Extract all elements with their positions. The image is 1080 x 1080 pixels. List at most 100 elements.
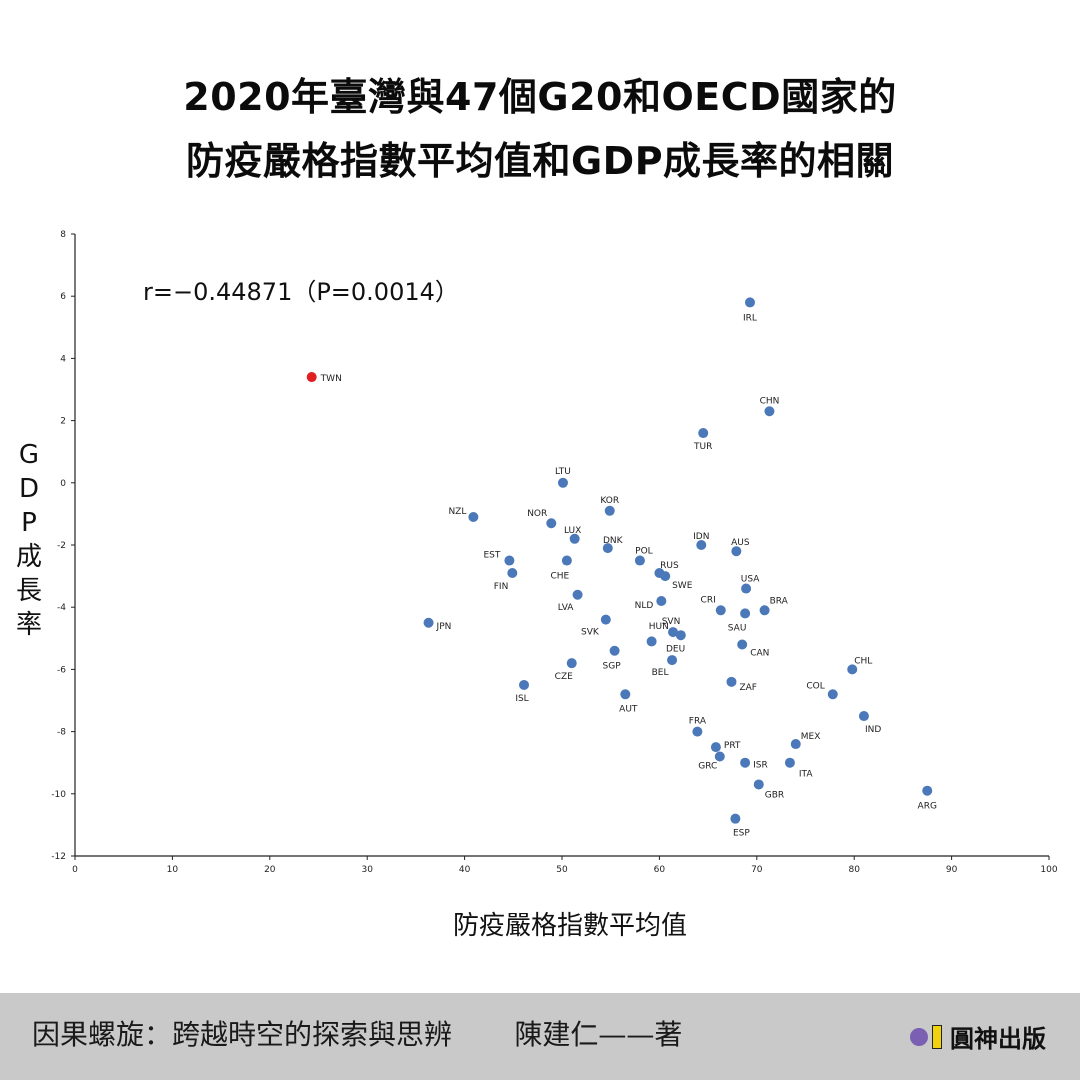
data-point-nor [546,518,557,529]
y-tick-label: -10 [51,790,66,800]
point-label-chl: CHL [854,656,872,666]
correlation-annotation: r=−0.44871（P=0.0014） [143,278,459,306]
y-tick-label: -4 [57,603,66,613]
data-point-hun [675,630,686,641]
point-label-svk: SVK [581,628,600,638]
point-label-svn: SVN [662,617,681,627]
point-label-col: COL [806,681,824,691]
data-point-swe [660,571,671,582]
data-point-gbr [753,779,764,790]
footer-bar: 因果螺旋：跨越時空的探索與思辨 陳建仁——著 圓神出版 [0,993,1080,1080]
data-point-jpn [423,617,434,628]
point-label-grc: GRC [698,761,717,771]
data-point-est [504,555,515,566]
data-point-isl [519,679,530,690]
point-label-jpn: JPN [436,622,452,632]
point-label-pol: POL [635,547,653,557]
point-label-prt: PRT [724,741,741,751]
point-label-hun: HUN [649,622,669,632]
data-point-usa [741,583,752,594]
author: 陳建仁——著 [514,1018,683,1051]
point-label-nor: NOR [527,509,547,519]
x-tick-label: 20 [264,865,276,875]
data-point-col [827,689,838,700]
point-label-dnk: DNK [603,536,624,546]
point-label-est: EST [483,551,500,561]
point-label-idn: IDN [693,532,709,542]
data-point-fin [507,567,518,578]
point-label-chn: CHN [760,396,780,406]
point-label-cri: CRI [701,595,716,605]
x-tick-label: 60 [654,865,666,875]
data-point-sgp [609,645,620,656]
data-point-can [737,639,748,650]
chart-title-line2: 防疫嚴格指數平均值和GDP成長率的相關 [185,139,895,183]
x-tick-label: 100 [1040,865,1057,875]
data-point-cri [715,605,726,616]
y-tick-label: -8 [57,728,66,738]
x-axis-label: 防疫嚴格指數平均值 [452,911,687,941]
point-label-gbr: GBR [765,790,784,800]
x-tick-label: 0 [72,865,78,875]
point-label-che: CHE [550,572,569,582]
data-point-prt [710,742,721,753]
y-tick-label: -2 [57,541,66,551]
point-label-mex: MEX [801,732,821,742]
point-label-arg: ARG [918,802,937,812]
point-label-isr: ISR [753,761,768,771]
y-tick-label: -6 [57,665,66,675]
data-point-esp [730,813,741,824]
x-tick-label: 50 [556,865,568,875]
data-point-ind [858,711,869,722]
data-point-isr [740,757,751,768]
x-tick-label: 80 [848,865,860,875]
data-point-ltu [557,477,568,488]
data-point-nzl [468,512,479,523]
point-label-ita: ITA [799,770,813,780]
publisher-logo: 圓神出版 [910,1019,1046,1054]
point-label-swe: SWE [672,581,693,591]
data-point-chl [847,664,858,675]
point-label-irl: IRL [743,313,757,323]
data-point-svk [600,614,611,625]
point-label-sau: SAU [728,623,747,633]
point-label-bel: BEL [652,668,669,678]
data-point-irl [744,297,755,308]
data-point-bra [759,605,770,616]
point-label-fra: FRA [689,717,707,727]
point-label-esp: ESP [733,829,750,839]
scatter-chart: 0 10 20 30 40 50 60 70 80 90 10086420-2-4-6-8-10-1… [51,230,1058,875]
point-label-can: CAN [750,649,769,659]
x-tick-label: 90 [946,865,958,875]
point-label-deu: DEU [666,644,685,654]
logo-circle-icon [910,1027,928,1046]
y-axis-label: GDP成長率 [15,440,42,640]
data-point-ita [784,757,795,768]
data-point-bel [667,655,678,666]
point-label-lux: LUX [564,526,581,536]
data-point-cze [566,658,577,669]
data-point-deu [646,636,657,647]
y-tick-label: 4 [60,354,66,364]
point-label-nzl: NZL [448,507,466,517]
data-point-mex [790,739,801,750]
book-title: 因果螺旋：跨越時空的探索與思辨 [32,1018,453,1051]
y-tick-label: 6 [60,292,66,302]
x-tick-label: 10 [167,865,179,875]
data-point-nld [656,595,667,606]
point-label-twn: TWN [320,374,342,384]
data-point-lva [572,589,583,600]
data-point-sau [740,608,751,619]
data-point-idn [696,540,707,550]
point-label-lva: LVA [558,603,575,613]
logo-bar-icon [932,1024,942,1049]
point-label-tur: TUR [693,442,712,452]
point-label-rus: RUS [660,561,679,571]
data-point-chn [764,406,775,417]
data-point-fra [692,726,703,737]
data-point-pol [634,555,645,566]
data-point-arg [922,785,933,796]
x-tick-label: 30 [361,865,373,875]
chart-title-line1: 2020年臺灣與47個G20和OECD國家的 [183,75,897,119]
data-point-dnk [602,543,613,554]
